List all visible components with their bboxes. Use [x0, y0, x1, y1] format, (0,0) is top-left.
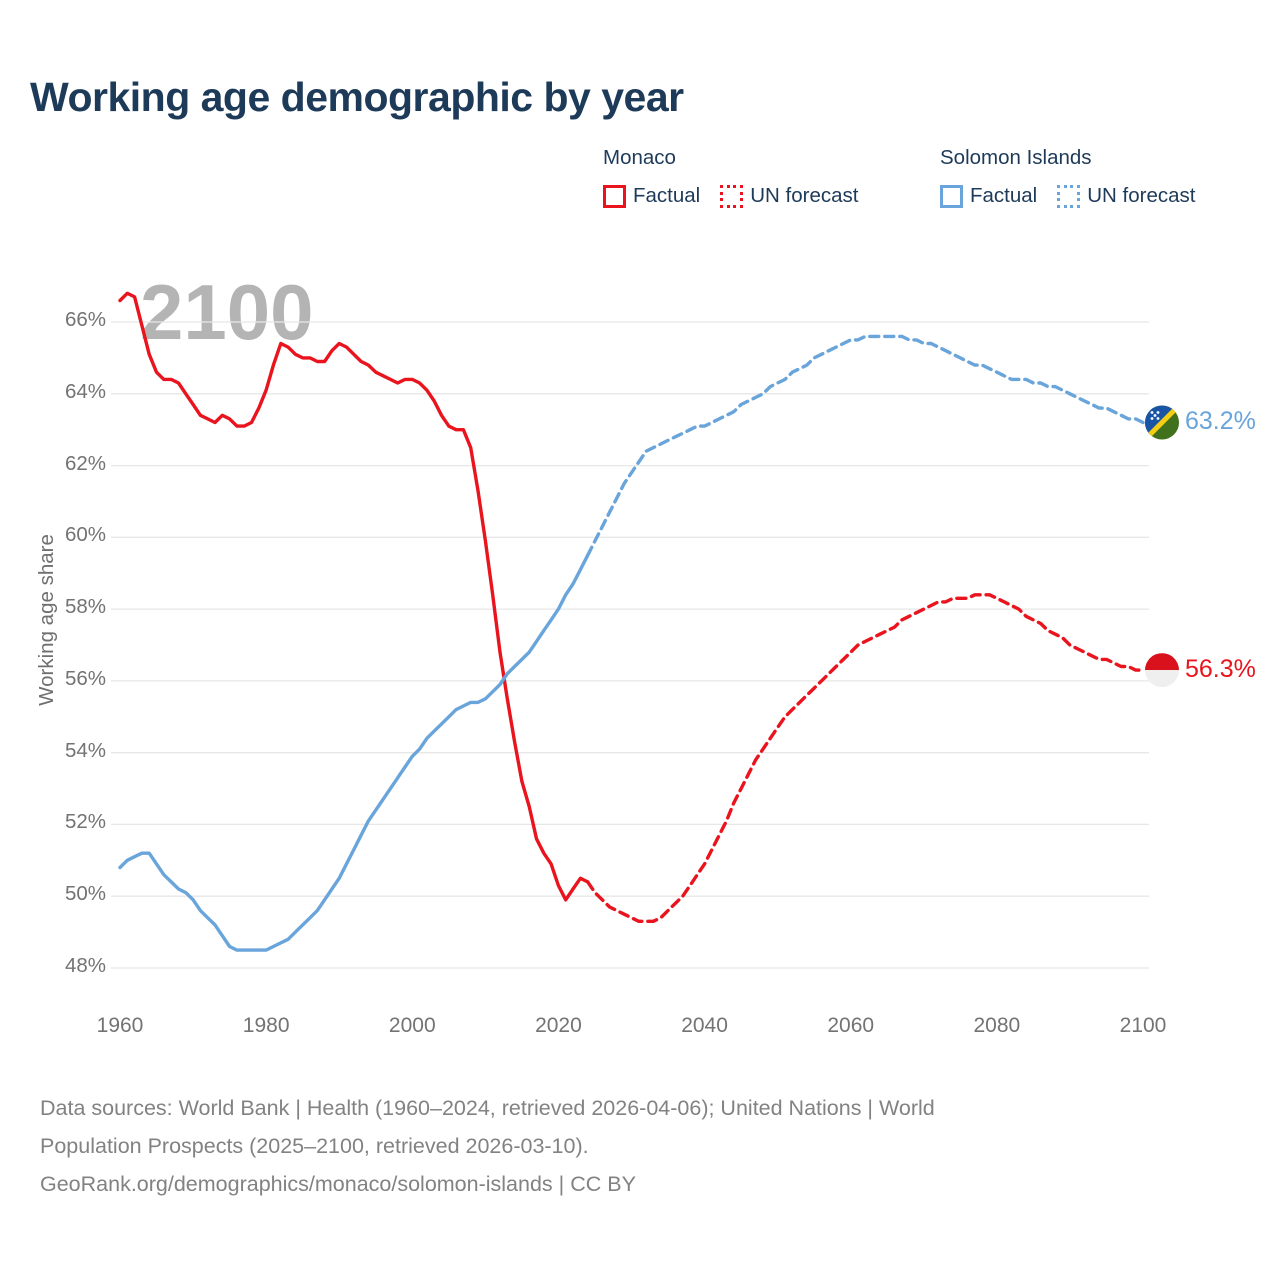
- legend-item-monaco-factual: Factual: [603, 184, 700, 208]
- legend-item-solomon-factual: Factual: [940, 184, 1037, 208]
- end-label-solomon-islands: 63.2%: [1185, 407, 1256, 436]
- x-tick-label: 2020: [535, 1014, 582, 1037]
- y-tick-label: 50%: [64, 882, 106, 906]
- source-line: GeoRank.org/demographics/monaco/solomon-…: [40, 1172, 636, 1196]
- watermark-year: 2100: [140, 268, 314, 356]
- end-label-monaco: 56.3%: [1185, 655, 1256, 684]
- legend-group-monaco: Monaco Factual UN forecast: [603, 146, 858, 208]
- y-tick-label: 52%: [64, 810, 106, 834]
- legend-swatch-solomon-factual-icon: [940, 184, 963, 208]
- y-tick-label: 48%: [64, 954, 106, 977]
- y-tick-label: 64%: [64, 379, 106, 403]
- legend-swatch-monaco-forecast-icon: [720, 184, 744, 208]
- solomon-forecast-line: [586, 334, 1145, 557]
- legend-item-monaco-forecast: UN forecast: [720, 184, 858, 208]
- x-tick-label: 2100: [1119, 1014, 1167, 1037]
- y-tick-label: 54%: [64, 738, 106, 762]
- y-tick-label: 58%: [64, 595, 106, 619]
- legend-row: Factual UN forecast: [603, 184, 858, 208]
- y-tick-label: 66%: [64, 308, 106, 331]
- chart-title: Working age demographic by year: [30, 74, 684, 120]
- legend-item-solomon-forecast: UN forecast: [1057, 184, 1195, 208]
- legend-swatch-monaco-factual-icon: [603, 184, 626, 208]
- x-tick-label: 1980: [242, 1014, 290, 1037]
- solomon-factual-line: [118, 553, 590, 952]
- y-tick-label: 60%: [64, 523, 106, 547]
- legend-group-solomon-islands: Solomon Islands Factual UN forecast: [940, 146, 1195, 208]
- legend-label: Factual: [970, 184, 1038, 207]
- y-tick-label: 56%: [64, 666, 106, 690]
- legend-row: Factual UN forecast: [940, 184, 1195, 208]
- legend-group-title-solomon-islands: Solomon Islands: [940, 146, 1092, 169]
- source-attribution: Data sources: World Bank | Health (1960–…: [40, 1089, 935, 1203]
- source-line: Data sources: World Bank | Health (1960–…: [40, 1096, 935, 1120]
- source-line: Population Prospects (2025–2100, retriev…: [40, 1134, 589, 1158]
- x-tick-label: 1960: [96, 1014, 144, 1037]
- x-tick-label: 2060: [827, 1014, 875, 1037]
- legend-label: UN forecast: [750, 184, 859, 207]
- legend-label: UN forecast: [1087, 184, 1196, 207]
- monaco-forecast-line: [586, 593, 1145, 923]
- x-tick-label: 2000: [388, 1014, 436, 1037]
- legend-group-title-monaco: Monaco: [603, 146, 676, 169]
- legend-label: Factual: [633, 184, 701, 207]
- legend-swatch-solomon-forecast-icon: [1057, 184, 1081, 208]
- solomon-islands-flag-icon: [1145, 405, 1179, 440]
- monaco-flag-icon: [1145, 653, 1179, 688]
- y-tick-label: 62%: [64, 451, 106, 475]
- monaco-factual-line: [118, 291, 590, 902]
- x-tick-label: 2080: [973, 1014, 1021, 1037]
- x-tick-label: 2040: [681, 1014, 728, 1037]
